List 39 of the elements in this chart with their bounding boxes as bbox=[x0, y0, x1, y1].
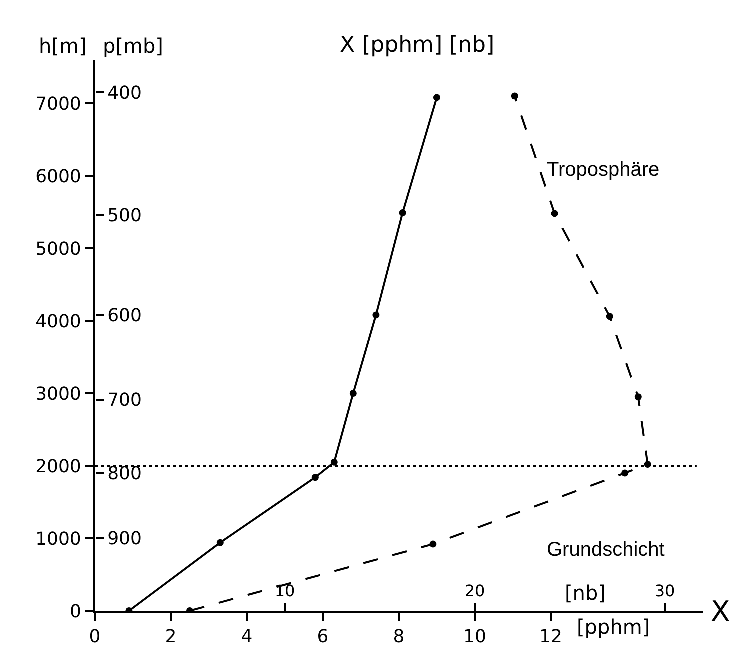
y2-tick-label: 400 bbox=[108, 82, 142, 104]
y-tick-label: 1000 bbox=[36, 528, 82, 550]
y-axis-title: h[m] bbox=[39, 34, 87, 58]
point bbox=[350, 390, 357, 397]
y2-tick-label: 800 bbox=[108, 464, 142, 485]
y-tick-label: 0 bbox=[70, 601, 82, 622]
chart-title: X [pphm] [nb] bbox=[340, 33, 495, 58]
y-tick-label: 3000 bbox=[36, 384, 82, 405]
x-tick-label: 4 bbox=[241, 626, 253, 648]
point bbox=[434, 94, 440, 102]
x-tick-label: 6 bbox=[317, 626, 329, 648]
y2-tick-label: 500 bbox=[108, 205, 142, 226]
y2-tick-label: 900 bbox=[108, 528, 142, 550]
x-tick-label: 12 bbox=[540, 626, 562, 648]
point bbox=[216, 539, 224, 546]
x-axis-title: [pphm] bbox=[577, 615, 650, 639]
x2-tick-label: 30 bbox=[654, 582, 676, 601]
point bbox=[399, 209, 406, 216]
text: X bbox=[711, 595, 730, 628]
x-tick-label: 10 bbox=[464, 626, 486, 648]
y-tick-label: 5000 bbox=[36, 238, 82, 260]
annotation: Troposphäre bbox=[547, 159, 660, 181]
point bbox=[372, 312, 380, 319]
y-tick-label: 2000 bbox=[36, 456, 82, 478]
x-tick-label: 0 bbox=[89, 626, 101, 648]
y2-axis-title: p[mb] bbox=[103, 34, 164, 58]
y2-tick-label: 700 bbox=[108, 390, 142, 412]
x2-axis-title: [nb] bbox=[565, 581, 606, 605]
point bbox=[312, 474, 319, 482]
x-tick-label: 2 bbox=[165, 626, 177, 648]
y2-tick-label: 600 bbox=[108, 306, 142, 327]
annotation: Grundschicht bbox=[547, 539, 666, 561]
y-tick-label: 7000 bbox=[36, 94, 82, 115]
point bbox=[330, 458, 338, 466]
y-tick-label: 6000 bbox=[36, 166, 82, 188]
y-tick-label: 4000 bbox=[36, 311, 82, 332]
x2-tick-label: 10 bbox=[274, 582, 296, 601]
x-tick-label: 8 bbox=[393, 626, 405, 648]
x2-tick-label: 20 bbox=[464, 582, 486, 601]
